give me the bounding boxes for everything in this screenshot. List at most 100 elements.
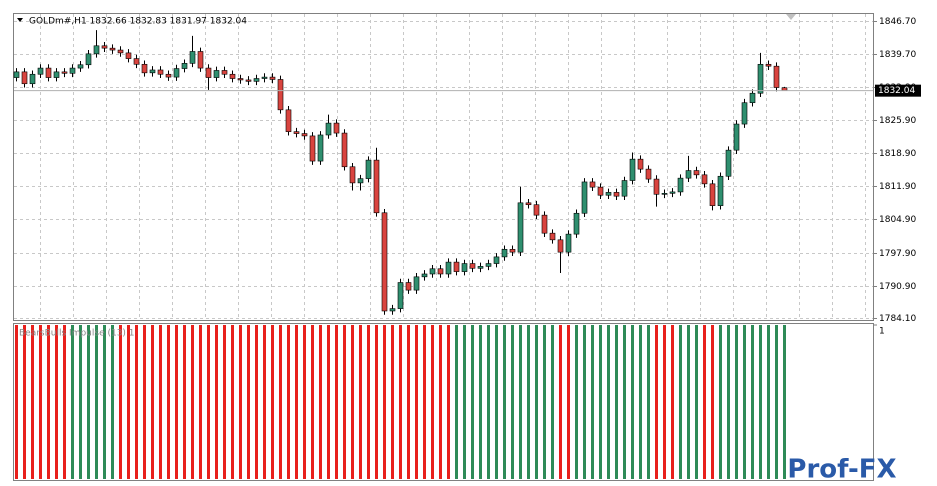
candle-body xyxy=(549,232,556,241)
histogram-bar xyxy=(127,325,130,479)
histogram-bar xyxy=(255,325,258,479)
histogram-bar xyxy=(247,325,250,479)
candle-body xyxy=(405,282,412,291)
candle-body xyxy=(293,131,300,134)
candle-body xyxy=(757,63,764,94)
histogram-bar xyxy=(239,325,242,479)
histogram-bar xyxy=(375,325,378,479)
shift-marker[interactable] xyxy=(786,14,796,20)
candle-body xyxy=(693,170,700,176)
candle-body xyxy=(741,102,748,125)
candle-body xyxy=(341,132,348,168)
histogram-bar xyxy=(199,325,202,479)
y-tick-label: 1825.90 xyxy=(879,116,916,126)
histogram-bar xyxy=(407,325,410,479)
histogram-bar xyxy=(343,325,346,479)
candle-body xyxy=(509,249,516,253)
histogram-bar xyxy=(655,325,658,479)
candle-body xyxy=(525,202,532,206)
histogram-bar xyxy=(495,325,498,479)
candle-body xyxy=(685,170,692,179)
histogram-bar xyxy=(703,325,706,479)
candle-body xyxy=(501,249,508,258)
histogram-bar xyxy=(183,325,186,479)
histogram-bar xyxy=(551,325,554,479)
candle-body xyxy=(397,282,404,309)
histogram-bar xyxy=(23,325,26,479)
candle-body xyxy=(205,67,212,78)
candle-body xyxy=(597,186,604,196)
candle-body xyxy=(357,178,364,184)
histogram-bar xyxy=(711,325,714,479)
histogram-bar xyxy=(415,325,418,479)
candle-body xyxy=(173,68,180,78)
candle-body xyxy=(733,123,740,151)
histogram-bar xyxy=(63,325,66,479)
candle-body xyxy=(453,261,460,272)
candle-body xyxy=(269,76,276,80)
candle-body xyxy=(229,73,236,79)
candle-body xyxy=(149,69,156,74)
histogram-bar xyxy=(463,325,466,479)
histogram-bar xyxy=(615,325,618,479)
candle-body xyxy=(61,71,68,74)
y-tick-label: 1818.90 xyxy=(879,149,916,159)
histogram-bar xyxy=(335,325,338,479)
price-pane xyxy=(13,13,874,321)
candle-body xyxy=(317,134,324,162)
candle-body xyxy=(613,192,620,197)
histogram-bar xyxy=(103,325,106,479)
marks xyxy=(13,30,788,479)
histogram-bar xyxy=(279,325,282,479)
histogram-bar xyxy=(543,325,546,479)
histogram-bar xyxy=(39,325,42,479)
histogram-bar xyxy=(687,325,690,479)
candle-body xyxy=(325,122,332,136)
histogram-bar xyxy=(695,325,698,479)
candle-body xyxy=(45,67,52,78)
candle-body xyxy=(589,181,596,188)
histogram-bar xyxy=(175,325,178,479)
candle-body xyxy=(29,73,36,85)
histogram-bar xyxy=(647,325,650,479)
candle-body xyxy=(533,204,540,216)
histogram-bar xyxy=(455,325,458,479)
candle-body xyxy=(101,45,108,49)
histogram-bar xyxy=(111,325,114,479)
candle-body xyxy=(69,67,76,74)
candle-body xyxy=(117,49,124,54)
candle-body xyxy=(637,158,644,170)
histogram-bar xyxy=(223,325,226,479)
histogram-bar xyxy=(591,325,594,479)
histogram-bar xyxy=(303,325,306,479)
candle-body xyxy=(389,308,396,312)
histogram-bar xyxy=(159,325,162,479)
candle-body xyxy=(53,71,60,78)
candle-body xyxy=(413,276,420,291)
histogram-bar xyxy=(447,325,450,479)
candle-body xyxy=(93,45,100,55)
histogram-bar xyxy=(423,325,426,479)
menu-arrow[interactable] xyxy=(17,18,23,22)
candle-body xyxy=(309,135,316,162)
histogram-bar xyxy=(607,325,610,479)
histogram-bar xyxy=(271,325,274,479)
candle-body xyxy=(621,180,628,197)
histogram-bar xyxy=(95,325,98,479)
histogram-bar xyxy=(735,325,738,479)
candle-body xyxy=(557,239,564,253)
y-tick-label: 1790.90 xyxy=(879,282,916,292)
candle-body xyxy=(157,69,164,75)
candle-body xyxy=(477,266,484,269)
candle-body xyxy=(677,177,684,193)
candle-body xyxy=(365,159,372,179)
candle-body xyxy=(381,212,388,312)
candle-body xyxy=(373,159,380,214)
candle-body xyxy=(565,233,572,253)
candle-body xyxy=(77,64,84,69)
histogram-bar xyxy=(207,325,210,479)
candle-body xyxy=(333,122,340,134)
histogram-bar xyxy=(311,325,314,479)
